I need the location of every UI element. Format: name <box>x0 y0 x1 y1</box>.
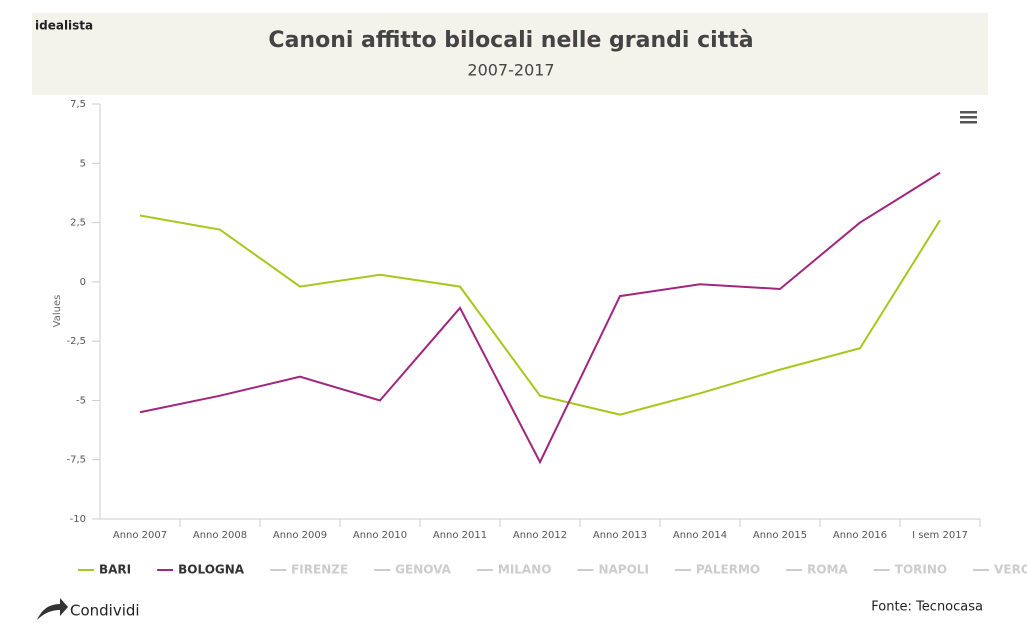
menu-icon[interactable] <box>960 111 977 124</box>
series-line <box>139 171 941 465</box>
source: Fonte: Tecnocasa <box>871 600 983 615</box>
brand: idealista <box>35 19 93 33</box>
y-axis-label: Values <box>52 295 63 328</box>
y-tick-label: 2,5 <box>70 218 86 229</box>
legend-label[interactable]: NAPOLI <box>598 563 648 577</box>
y-tick-label: 7,5 <box>70 99 86 110</box>
x-tick-label: Anno 2013 <box>593 530 647 541</box>
y-tick-label: 0 <box>80 277 86 288</box>
legend-label[interactable]: BOLOGNA <box>178 563 245 577</box>
legend-label[interactable]: FIRENZE <box>291 563 348 577</box>
chart-subtitle: 2007-2017 <box>467 61 554 80</box>
menu-bar <box>960 111 977 114</box>
x-tick-label: Anno 2008 <box>193 530 247 541</box>
x-tick-label: Anno 2010 <box>353 530 407 541</box>
share-icon[interactable] <box>37 598 68 620</box>
legend-label[interactable]: ROMA <box>807 563 848 577</box>
menu-bar <box>960 121 977 124</box>
x-tick-label: Anno 2007 <box>113 530 167 541</box>
legend-label[interactable]: GENOVA <box>395 563 451 577</box>
chart-title: Canoni affitto bilocali nelle grandi cit… <box>268 28 753 53</box>
y-tick-label: -7,5 <box>66 455 86 466</box>
x-tick-label: Anno 2014 <box>673 530 727 541</box>
legend-label[interactable]: BARI <box>99 563 131 577</box>
y-tick-label: 5 <box>80 158 86 169</box>
x-tick-label: Anno 2009 <box>273 530 327 541</box>
menu-bar <box>960 116 977 119</box>
header-band <box>32 13 988 95</box>
x-tick-label: Anno 2012 <box>513 530 567 541</box>
y-tick-label: -5 <box>76 395 86 406</box>
y-tick-label: -10 <box>70 514 86 525</box>
x-tick-label: Anno 2016 <box>833 530 887 541</box>
x-tick-label: Anno 2011 <box>433 530 487 541</box>
y-tick-label: -2,5 <box>66 336 86 347</box>
legend-label[interactable]: PALERMO <box>696 563 760 577</box>
share-label[interactable]: Condividi <box>70 602 140 620</box>
legend-label[interactable]: VERONA <box>994 563 1027 577</box>
x-tick-label: I sem 2017 <box>912 530 968 541</box>
legend-label[interactable]: MILANO <box>498 563 552 577</box>
x-tick-label: Anno 2015 <box>753 530 807 541</box>
legend-label[interactable]: TORINO <box>895 563 947 577</box>
series-line <box>139 214 941 416</box>
